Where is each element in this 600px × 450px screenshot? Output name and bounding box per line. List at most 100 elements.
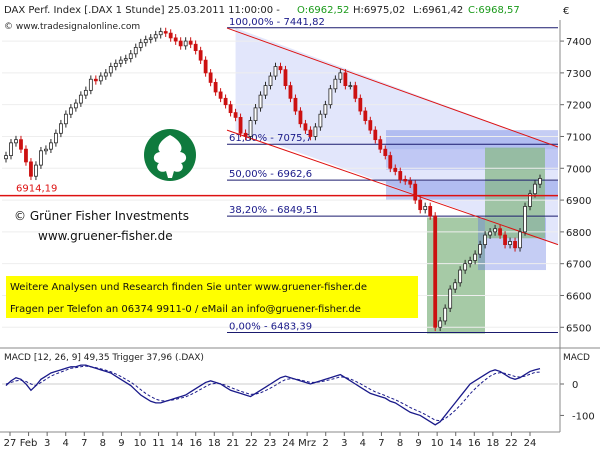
tree-icon xyxy=(153,135,187,178)
ohlc-close: C:6968,57 xyxy=(468,5,520,16)
candle-body xyxy=(268,75,273,86)
candle-body xyxy=(293,97,298,112)
candle-body xyxy=(413,183,418,201)
y-tick-label: 7000 xyxy=(566,164,591,175)
x-tick-label: 9 xyxy=(118,438,124,449)
tree-logo xyxy=(144,129,196,181)
candle-body xyxy=(318,113,323,128)
y-tick-label: 6800 xyxy=(566,228,591,239)
candle-body xyxy=(523,206,527,233)
fib-label: 38,20% - 6849,51 xyxy=(229,205,318,216)
candle-body xyxy=(108,66,113,74)
channel-lower-line xyxy=(226,129,559,246)
y-tick-label: 7100 xyxy=(566,132,591,143)
candle-body xyxy=(123,58,128,61)
x-tick-label: 7 xyxy=(378,438,384,449)
x-tick-label: 9 xyxy=(415,438,421,449)
candle-body xyxy=(388,155,393,169)
x-tick-label: 24 xyxy=(282,438,295,449)
candle-body xyxy=(418,199,423,211)
candle-body xyxy=(393,167,398,172)
candle-body xyxy=(533,183,537,195)
candle-body xyxy=(358,97,363,112)
candle-body xyxy=(203,59,208,74)
candle-body xyxy=(14,139,18,144)
candle-body xyxy=(498,228,502,236)
y-tick-label: 7300 xyxy=(566,69,591,80)
x-tick-label: 16 xyxy=(189,438,202,449)
candle-body xyxy=(128,53,133,59)
candle-body xyxy=(273,66,278,77)
candle-body xyxy=(29,161,33,177)
trend-channel xyxy=(226,27,559,246)
channel-upper-line xyxy=(226,27,559,148)
y-tick-label: 7400 xyxy=(566,37,591,48)
candle-body xyxy=(218,91,223,99)
x-tick-label: 3 xyxy=(341,438,347,449)
candle-body xyxy=(423,206,428,211)
candle-body xyxy=(478,244,483,255)
fib-label: 61,80% - 7075,7 xyxy=(229,133,312,144)
candle-body xyxy=(138,42,143,48)
candle-body xyxy=(263,85,268,96)
candle-body xyxy=(383,148,388,156)
candle-body xyxy=(19,139,23,150)
candle-body xyxy=(183,40,188,47)
candle-body xyxy=(118,59,123,64)
candle-body xyxy=(368,120,373,131)
candle-body xyxy=(223,97,228,106)
candle-body xyxy=(518,231,522,249)
candle-body xyxy=(303,123,308,131)
x-tick-label: 23 xyxy=(264,438,277,449)
candle-body xyxy=(453,282,458,290)
candle-body xyxy=(513,241,517,249)
x-tick-label: 10 xyxy=(431,438,444,449)
candle-body xyxy=(178,40,183,47)
candle-body xyxy=(148,37,153,40)
candle-body xyxy=(428,206,433,217)
macd-line xyxy=(5,364,541,426)
website-credit: © www.tradesignalonline.com xyxy=(4,22,140,32)
candle-body xyxy=(63,113,68,125)
candle-body xyxy=(68,107,73,115)
y-tick-label: 6900 xyxy=(566,196,591,207)
horizontal-levels: 6914,19 xyxy=(0,184,558,197)
candle-body xyxy=(378,139,383,150)
candle-body xyxy=(58,123,63,134)
support-label: 6914,19 xyxy=(16,184,57,195)
x-tick-label: 22 xyxy=(505,438,518,449)
x-tick-label: 8 xyxy=(397,438,403,449)
candle-body xyxy=(508,241,512,245)
info-line-2: Fragen per Telefon an 06374 9911-0 / eMa… xyxy=(10,304,361,315)
fib-label: 50,00% - 6962,6 xyxy=(229,169,312,180)
candle-body xyxy=(538,178,542,185)
x-tick-label: 18 xyxy=(486,438,499,449)
candle-body xyxy=(408,180,413,185)
candle-body xyxy=(78,94,83,104)
x-tick-label: 18 xyxy=(208,438,221,449)
candle-body xyxy=(153,34,158,39)
chart-title: DAX Perf. Index [.DAX 1 Stunde] 25.03.20… xyxy=(4,5,280,16)
company-url: www.gruener-fisher.de xyxy=(38,229,173,243)
macd-panel: 0 -100 xyxy=(2,364,595,426)
macd-axis-label: MACD xyxy=(563,353,590,363)
candle-body xyxy=(243,132,248,137)
candle-body xyxy=(133,47,138,55)
info-line-1: Weitere Analysen und Research finden Sie… xyxy=(10,282,367,293)
candle-body xyxy=(238,117,243,134)
time-axis: 27 Feb 3 4 7 8 9 10 11 14 16 18 21 22 23 24 Mrz 2 3 4 7 8 9 10 1… xyxy=(4,432,536,449)
x-tick-label: 7 xyxy=(81,438,87,449)
candle-body xyxy=(298,110,303,125)
company-name: © Grüner Fisher Investments xyxy=(14,209,189,223)
candle-body xyxy=(253,107,258,121)
candle-body xyxy=(503,234,507,245)
candle-body xyxy=(258,94,263,109)
candlestick-series xyxy=(4,27,542,332)
candle-body xyxy=(493,228,497,233)
candle-body xyxy=(403,179,408,182)
macd-title: MACD [12, 26, 9] 49,35 Trigger 37,96 (.D… xyxy=(4,353,204,363)
x-tick-label: 22 xyxy=(245,438,258,449)
candle-body xyxy=(323,104,328,115)
y-tick-label: 6700 xyxy=(566,260,591,271)
